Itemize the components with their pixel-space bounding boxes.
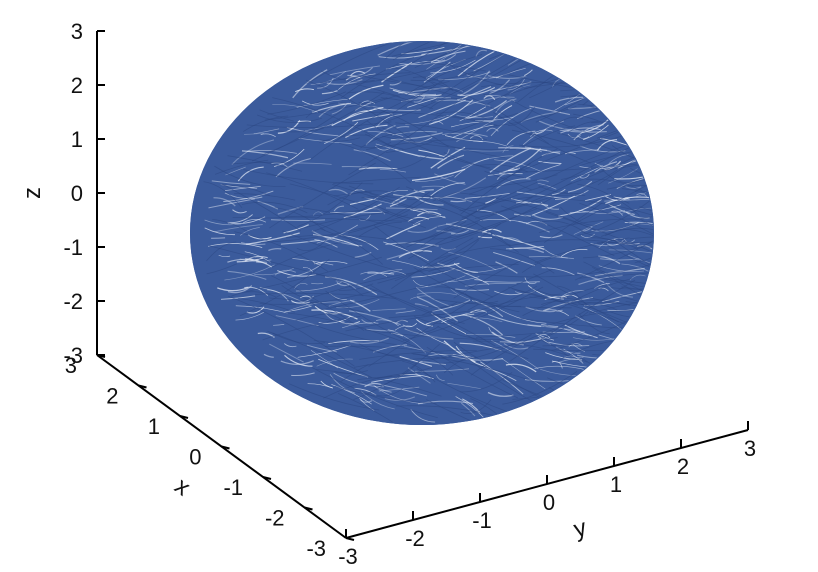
x-tick-label: 0 [189, 445, 201, 470]
x-tick-label: 3 [65, 353, 77, 378]
y-tick-label: 1 [610, 472, 622, 497]
trajectory-lines [190, 41, 654, 425]
y-tick-label: -3 [338, 544, 358, 569]
x-tick-mark [96, 354, 106, 358]
z-tick-label: 1 [71, 127, 83, 152]
x-tick-mark [345, 537, 355, 541]
z-axis-title: z [19, 187, 46, 199]
x-tick-mark [221, 445, 230, 450]
z-tick-label: 0 [71, 181, 83, 206]
x-tick-label: 2 [106, 384, 118, 409]
x-tick-label: -1 [223, 475, 243, 500]
z-tick-label: -2 [63, 289, 83, 314]
y-tick-label: 3 [744, 436, 756, 461]
z-axis-ticks: -3 -2 -1 0 1 2 3 [63, 19, 105, 368]
y-tick-label: 0 [543, 490, 555, 515]
y-tick-label: 2 [677, 454, 689, 479]
x-tick-label: -2 [265, 506, 285, 531]
sphere-surface [190, 41, 654, 425]
x-tick-mark [304, 506, 313, 511]
x-axis-title: x [170, 472, 196, 501]
x-tick-mark [179, 415, 189, 419]
x-tick-label: 1 [148, 414, 160, 439]
y-axis-ticks: -3 -2 -1 0 1 2 3 [338, 421, 756, 569]
x-axis-ticks: -3 -2 -1 0 1 2 3 [65, 353, 355, 561]
y-tick-label: -2 [405, 526, 425, 551]
x-tick-mark [138, 384, 147, 389]
z-tick-label: -1 [63, 235, 83, 260]
y-tick-label: -1 [472, 508, 492, 533]
z-tick-label: -3 [63, 343, 83, 368]
z-tick-label: 3 [71, 19, 83, 44]
x-tick-label: -3 [306, 536, 326, 561]
z-tick-label: 2 [71, 73, 83, 98]
y-axis-title: y [571, 514, 590, 543]
x-tick-mark [262, 476, 272, 480]
